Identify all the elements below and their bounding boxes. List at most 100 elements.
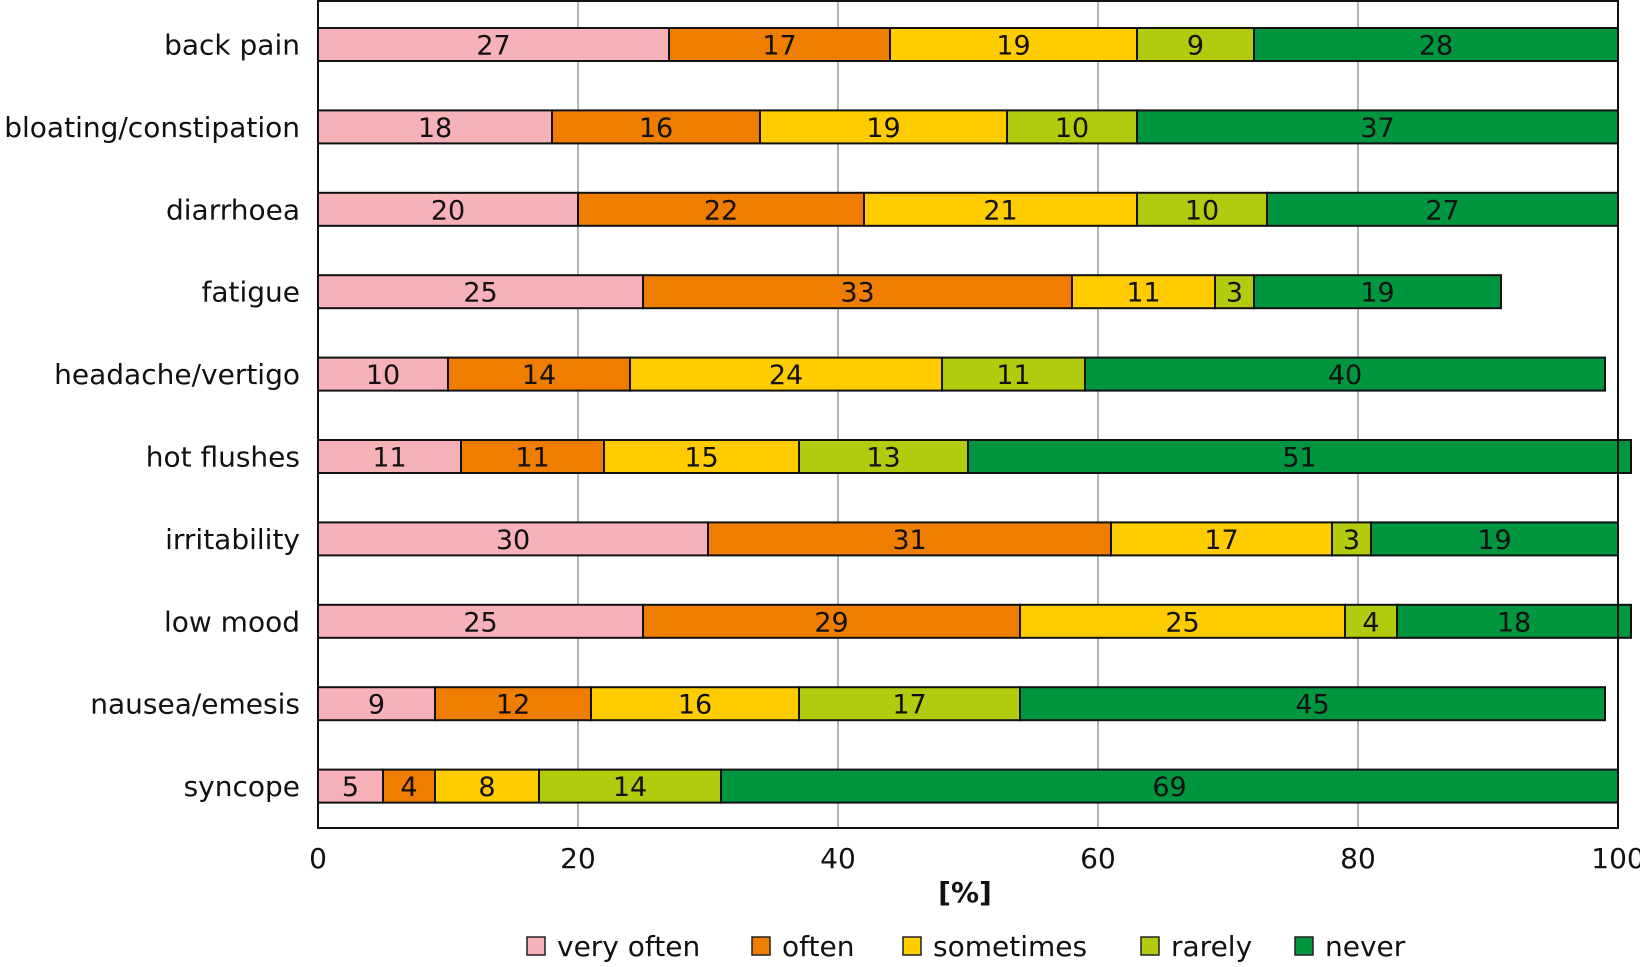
- bar-segment-never: [1253, 274, 1502, 310]
- data-label: 19: [1477, 525, 1511, 556]
- category-label: back pain: [164, 29, 300, 62]
- category-label: fatigue: [201, 276, 300, 309]
- data-label: 25: [463, 607, 497, 638]
- bar-row-1: 18 16 19 10 37: [317, 109, 1619, 145]
- bar-row-7: 25 29 25 4 18: [317, 603, 1632, 639]
- category-label: headache/vertigo: [54, 358, 300, 391]
- x-tick-label: 20: [560, 842, 596, 875]
- bar-segment-never: [1084, 356, 1606, 392]
- legend-label: sometimes: [933, 930, 1087, 963]
- data-label: 9: [368, 690, 385, 721]
- data-label: 8: [478, 772, 495, 803]
- bar-segment-never: [1019, 686, 1606, 722]
- bar-segment-never: [967, 439, 1632, 474]
- data-label: 18: [1497, 607, 1531, 638]
- category-label: nausea/emesis: [90, 688, 300, 721]
- data-label: 27: [476, 31, 510, 62]
- data-label: 25: [463, 278, 497, 309]
- legend-swatch: [1294, 936, 1314, 956]
- data-label: 19: [866, 113, 900, 144]
- data-label: 40: [1328, 360, 1362, 391]
- data-label: 45: [1295, 690, 1329, 721]
- bar-segment-often: [577, 191, 865, 227]
- x-tick-label: 60: [1080, 842, 1116, 875]
- bar-segment-never: [720, 768, 1619, 804]
- category-label: low mood: [164, 605, 300, 638]
- data-label: 16: [639, 113, 673, 144]
- bar-segment-never: [1136, 109, 1619, 145]
- bar-segment-sometimes: [590, 686, 800, 722]
- category-label: diarrhoea: [166, 193, 300, 226]
- x-tick-label: 100: [1591, 842, 1640, 875]
- bar-row-8: 9 12 16 17 45: [317, 686, 1606, 722]
- data-label: 4: [1362, 607, 1379, 638]
- data-label: 30: [496, 525, 530, 556]
- category-label: irritability: [165, 523, 300, 556]
- legend-item-often: often: [751, 930, 854, 963]
- category-label: bloating/constipation: [4, 111, 300, 144]
- data-label: 11: [515, 443, 549, 474]
- data-label: 12: [496, 690, 530, 721]
- data-label: 5: [342, 772, 359, 803]
- legend-swatch: [751, 936, 771, 956]
- bar-segment-often: [434, 686, 592, 722]
- x-tick-label: 80: [1340, 842, 1376, 875]
- bar-segment-rarely: [798, 439, 969, 474]
- data-label: 3: [1226, 278, 1243, 309]
- bar-segment-sometimes: [863, 191, 1138, 227]
- data-label: 20: [431, 195, 465, 226]
- bar-segment-very-often: [317, 356, 449, 392]
- category-labels: back pain bloating/constipation diarrhoea f…: [4, 29, 300, 804]
- x-axis-title: [%]: [938, 876, 992, 909]
- bar-segment-very-often: [317, 603, 644, 639]
- bar-segment-often: [460, 439, 605, 474]
- x-tick-label: 40: [820, 842, 856, 875]
- data-label: 10: [1055, 113, 1089, 144]
- data-label: 69: [1152, 772, 1186, 803]
- bar-segment-sometimes: [1071, 274, 1216, 310]
- data-label: 11: [372, 443, 406, 474]
- data-label: 33: [840, 278, 874, 309]
- data-label: 28: [1419, 31, 1453, 62]
- bar-segment-sometimes: [1019, 603, 1346, 639]
- bar-segment-never: [1396, 603, 1632, 639]
- data-label: 37: [1360, 113, 1394, 144]
- legend: very often often sometimes rarely never: [526, 930, 1406, 963]
- data-label: 27: [1425, 195, 1459, 226]
- data-label: 9: [1187, 31, 1204, 62]
- bar-row-9: 5 4 8 14 69: [317, 768, 1619, 804]
- legend-swatch: [902, 936, 922, 956]
- data-label: 10: [1185, 195, 1219, 226]
- data-label: 13: [866, 443, 900, 474]
- data-label: 51: [1282, 443, 1316, 474]
- bar-segment-very-often: [317, 686, 436, 722]
- x-tick-labels: 0 20 40 60 80 100: [309, 842, 1640, 875]
- data-label: 3: [1343, 525, 1360, 556]
- bar-row-3: 25 33 11 3 19: [317, 274, 1502, 310]
- data-label: 19: [996, 31, 1030, 62]
- bar-row-6: 30 31 17 3 19: [317, 521, 1619, 557]
- data-label: 25: [1165, 607, 1199, 638]
- bar-row-2: 20 22 21 10 27: [317, 191, 1619, 227]
- bar-segment-rarely: [798, 686, 1021, 722]
- legend-item-very-often: very often: [526, 930, 700, 963]
- bar-segment-very-often: [317, 27, 670, 62]
- data-label: 19: [1360, 278, 1394, 309]
- legend-label: very often: [557, 930, 700, 963]
- data-label: 31: [892, 525, 926, 556]
- data-label: 17: [762, 31, 796, 62]
- bar-segment-rarely: [1344, 603, 1398, 639]
- bar-row-4: 10 14 24 11 40: [317, 356, 1606, 392]
- data-label: 14: [522, 360, 556, 391]
- data-label: 11: [996, 360, 1030, 391]
- data-label: 11: [1126, 278, 1160, 309]
- data-label: 22: [704, 195, 738, 226]
- bar-segment-often: [382, 768, 436, 804]
- data-label: 29: [814, 607, 848, 638]
- bar-row-5: 11 11 15 13 51: [317, 439, 1632, 474]
- legend-label: often: [782, 930, 854, 963]
- legend-item-rarely: rarely: [1140, 930, 1252, 963]
- data-label: 4: [400, 772, 417, 803]
- data-label: 24: [769, 360, 803, 391]
